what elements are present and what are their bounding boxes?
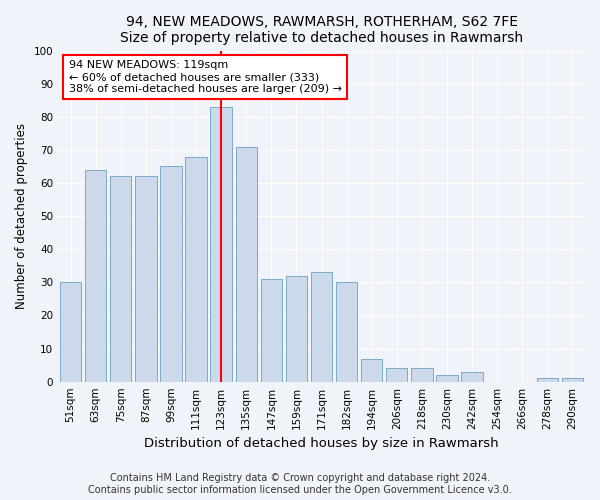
Bar: [386, 368, 407, 382]
Bar: [411, 368, 433, 382]
Bar: [436, 375, 458, 382]
Bar: [236, 146, 257, 382]
Bar: [461, 372, 483, 382]
Bar: [85, 170, 106, 382]
Bar: [135, 176, 157, 382]
Bar: [361, 358, 382, 382]
Text: 94 NEW MEADOWS: 119sqm
← 60% of detached houses are smaller (333)
38% of semi-de: 94 NEW MEADOWS: 119sqm ← 60% of detached…: [68, 60, 341, 94]
Bar: [311, 272, 332, 382]
Text: Contains HM Land Registry data © Crown copyright and database right 2024.
Contai: Contains HM Land Registry data © Crown c…: [88, 474, 512, 495]
Bar: [185, 156, 207, 382]
Bar: [562, 378, 583, 382]
Bar: [110, 176, 131, 382]
Bar: [60, 282, 81, 382]
Title: 94, NEW MEADOWS, RAWMARSH, ROTHERHAM, S62 7FE
Size of property relative to detac: 94, NEW MEADOWS, RAWMARSH, ROTHERHAM, S6…: [120, 15, 523, 45]
X-axis label: Distribution of detached houses by size in Rawmarsh: Distribution of detached houses by size …: [144, 437, 499, 450]
Bar: [211, 107, 232, 382]
Bar: [536, 378, 558, 382]
Bar: [286, 276, 307, 382]
Bar: [160, 166, 182, 382]
Bar: [336, 282, 357, 382]
Bar: [260, 279, 282, 382]
Y-axis label: Number of detached properties: Number of detached properties: [15, 123, 28, 309]
